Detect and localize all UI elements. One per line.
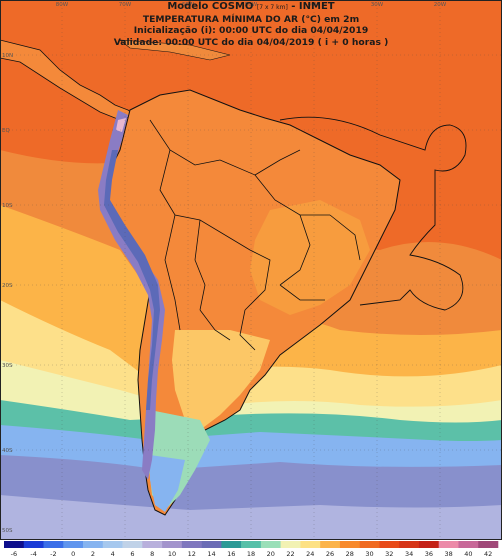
legend-swatch [379,541,400,548]
lon-label: 80W [56,2,69,8]
legend-tick-label: 8 [150,550,154,558]
legend-tick-label: 12 [188,550,196,558]
legend-swatch [122,541,143,548]
legend-swatch [4,541,25,548]
lon-label: 60W [182,2,195,8]
legend-tick-label: 36 [425,550,433,558]
lat-label: EQ [2,128,10,134]
lat-label: 20S [2,283,13,289]
legend-tick-label: 24 [306,550,314,558]
andes-snow [116,118,126,132]
legend-swatch [418,541,440,548]
legend-swatch [478,541,499,548]
legend-swatch [83,541,104,548]
legend-tick-label: -6 [11,550,17,558]
legend-tick-label: 14 [207,550,215,558]
lat-labels: 10N EQ 10S 20S 30S 40S 50S [2,53,13,534]
legend-tick-label: 32 [385,550,393,558]
eez-outline [279,116,467,311]
legend-swatch [438,541,459,548]
temperature-map: 80W 70W 60W 50W 40W 30W 20W 10N EQ 10S 2… [0,0,502,540]
lon-label: 40W [308,2,321,8]
legend-swatch [142,541,163,548]
legend-swatch [399,541,420,548]
legend-swatch [181,541,202,548]
legend-ticks: -6 -4 -2 0 2 4 6 8 10 12 14 16 18 20 22 24 26 28 30 32 34 36 3… [11,550,493,558]
legend-swatch [359,541,380,548]
legend-swatch [201,541,222,548]
caribbean-islands [119,39,231,61]
legend-swatch [458,541,479,548]
lat-label: 10N [2,53,13,59]
legend-swatch [162,541,183,548]
lat-label: 50S [2,528,13,534]
legend-tick-label: 0 [71,550,75,558]
legend-tick-label: 34 [405,550,413,558]
legend-swatch [260,541,281,548]
lon-label: 70W [119,2,132,8]
legend-tick-label: 40 [464,550,472,558]
legend-tick-label: -4 [30,550,36,558]
ocean-band-colder [0,495,502,540]
legend-swatch [320,541,341,548]
legend-swatch [102,541,123,548]
brazil-highlands [250,200,370,315]
legend-swatch [63,541,84,548]
patagonia-cold [150,455,185,512]
legend-swatch [300,541,321,548]
lat-label: 40S [2,448,13,454]
lat-label: 10S [2,203,13,209]
legend-tick-label: 20 [267,550,275,558]
central-america-land [0,39,136,121]
legend-tick-label: 2 [91,550,95,558]
legend-tick-label: 26 [326,550,334,558]
legend-swatch [280,541,301,548]
legend-tick-label: 22 [286,550,294,558]
legend-swatch [241,541,262,548]
legend-swatch [43,541,64,548]
lon-label: 20W [434,2,447,8]
legend-tick-label: 30 [365,550,373,558]
legend-swatch [23,541,44,548]
southern-cone-cool [172,330,270,430]
legend-swatches [4,541,499,548]
legend-tick-label: 38 [444,550,452,558]
legend-tick-label: 28 [346,550,354,558]
lon-labels: 80W 70W 60W 50W 40W 30W 20W [56,2,447,8]
legend-tick-label: 18 [247,550,255,558]
legend-tick-label: 6 [130,550,134,558]
country-borders [149,119,361,351]
legend-tick-label: 10 [168,550,176,558]
legend-tick-label: -2 [50,550,56,558]
lat-label: 30S [2,363,13,369]
legend-swatch [221,541,242,548]
legend-tick-label: 42 [484,550,492,558]
legend-swatch [339,541,360,548]
andes-high [104,150,160,410]
legend-tick-label: 4 [111,550,115,558]
lon-label: 50W [245,2,258,8]
color-legend: -6 -4 -2 0 2 4 6 8 10 12 14 16 18 20 22 24 26 28 30 32 34 36 3… [4,541,499,558]
legend-tick-label: 16 [227,550,235,558]
lon-label: 30W [371,2,384,8]
